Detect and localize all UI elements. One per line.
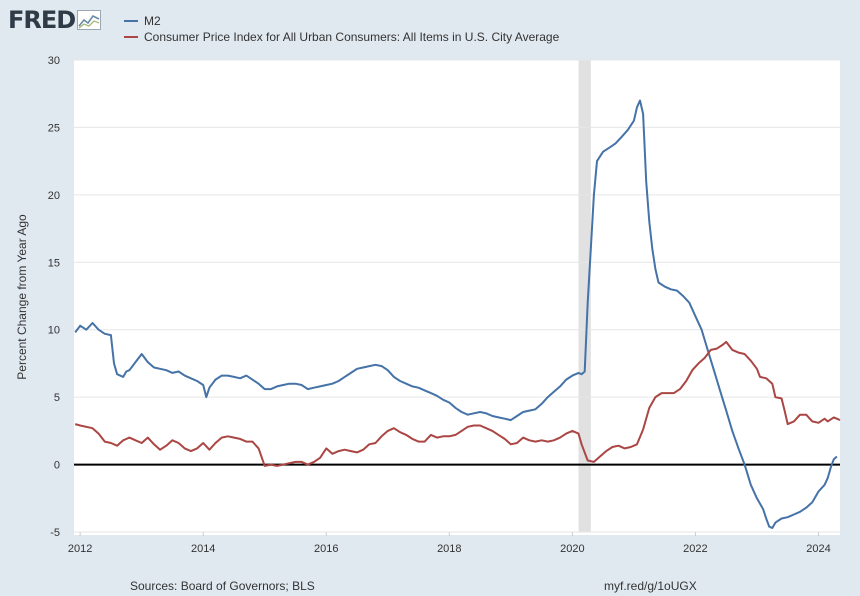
y-tick-label: 0 <box>54 460 60 472</box>
recession-bands <box>578 60 591 532</box>
y-tick-label: 10 <box>48 325 60 337</box>
chart-header: FRED M2 Consumer Price Index for All Urb… <box>0 0 860 48</box>
grid-lines <box>74 59 840 533</box>
fred-logo[interactable]: FRED <box>8 6 102 34</box>
y-tick-labels: -5 0 5 10 15 20 25 30 <box>48 55 60 539</box>
footer-link[interactable]: myf.red/g/1oUGX <box>604 579 697 593</box>
x-tick-label: 2024 <box>806 543 830 555</box>
footer-sources: Sources: Board of Governors; BLS <box>130 579 315 593</box>
y-tick-label: 15 <box>48 257 60 269</box>
y-tick-label: 30 <box>48 55 60 67</box>
logo-text: FRED <box>8 6 76 34</box>
x-tick-label: 2018 <box>437 543 461 555</box>
chart-legend: M2 Consumer Price Index for All Urban Co… <box>124 13 559 45</box>
y-tick-label: 25 <box>48 122 60 134</box>
x-tick-label: 2020 <box>560 543 584 555</box>
legend-item-cpi[interactable]: Consumer Price Index for All Urban Consu… <box>124 29 559 45</box>
legend-label-cpi: Consumer Price Index for All Urban Consu… <box>144 30 560 44</box>
series-lines <box>74 99 841 529</box>
x-tick-label: 2014 <box>191 543 215 555</box>
x-tick-label: 2016 <box>314 543 338 555</box>
y-tick-label: -5 <box>50 527 60 539</box>
y-axis-title: Percent Change from Year Ago <box>15 214 29 380</box>
legend-swatch-m2 <box>124 20 138 22</box>
legend-label-m2: M2 <box>144 14 161 28</box>
plot-area <box>74 60 840 535</box>
y-tick-label: 5 <box>54 392 60 404</box>
x-tick-labels: 2012 2014 2016 2018 2020 2022 2024 <box>68 532 831 555</box>
legend-swatch-cpi <box>124 36 138 38</box>
fred-chart-icon <box>77 10 102 30</box>
y-tick-label: 20 <box>48 190 60 202</box>
series-line-m2[interactable] <box>74 99 838 529</box>
series-line-cpi[interactable] <box>74 340 841 467</box>
x-tick-label: 2012 <box>68 543 92 555</box>
recession-band-0 <box>578 60 591 532</box>
x-tick-label: 2022 <box>683 543 707 555</box>
legend-item-m2[interactable]: M2 <box>124 13 559 29</box>
